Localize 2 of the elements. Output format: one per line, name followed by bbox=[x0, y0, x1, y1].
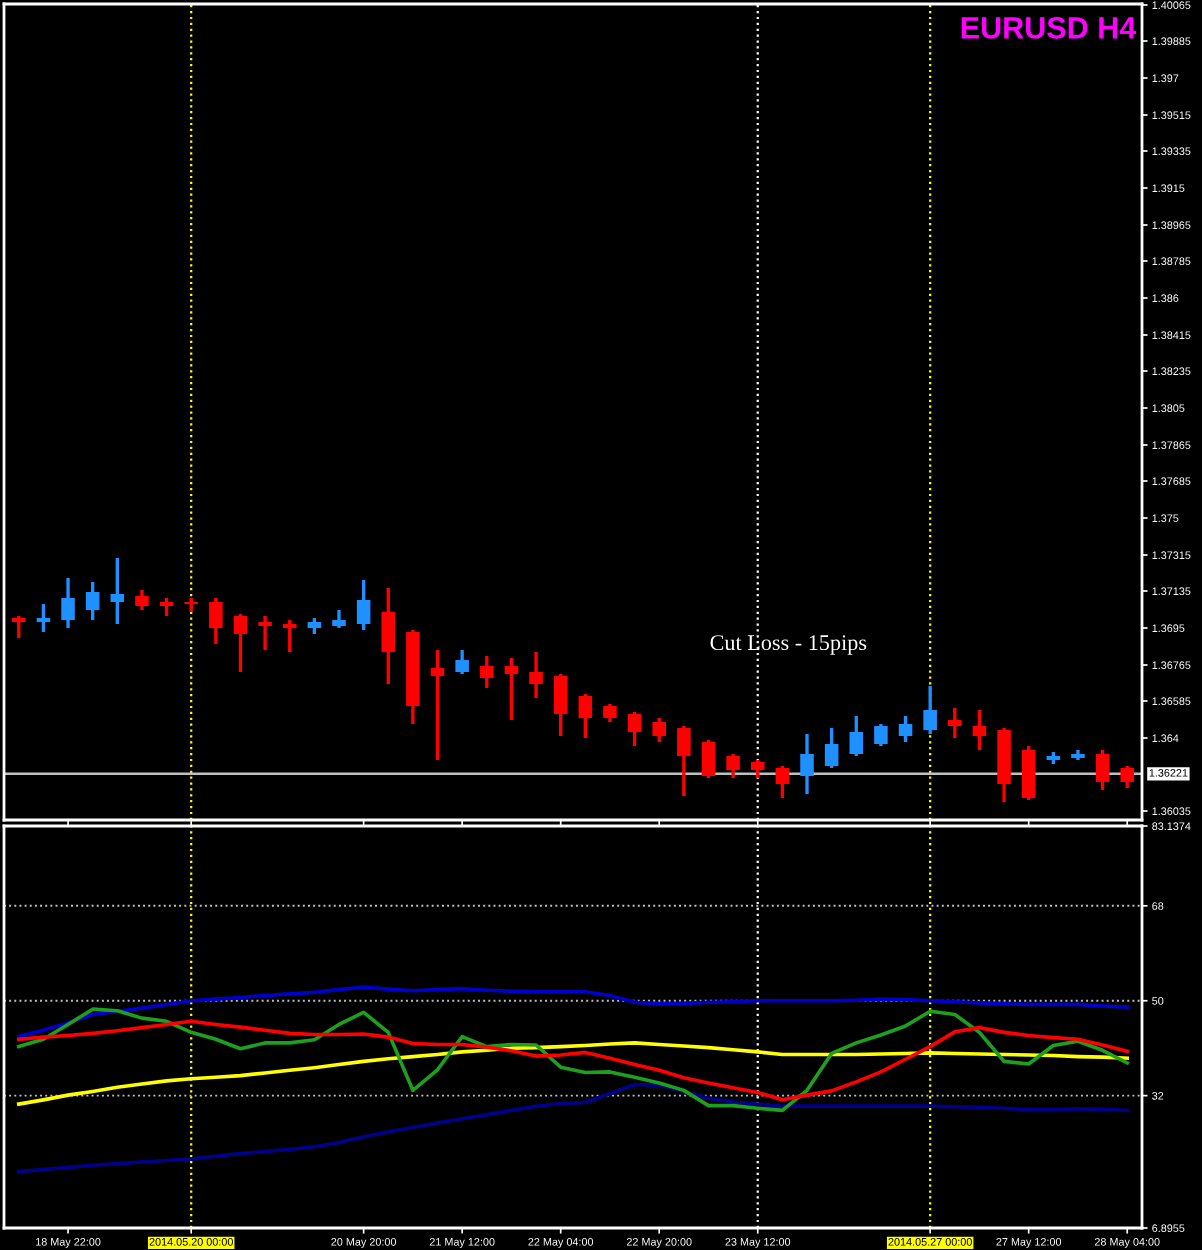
annotation: Cut Loss - 15pips bbox=[710, 635, 867, 655]
chart-title: EURUSD H4 bbox=[961, 17, 1137, 39]
